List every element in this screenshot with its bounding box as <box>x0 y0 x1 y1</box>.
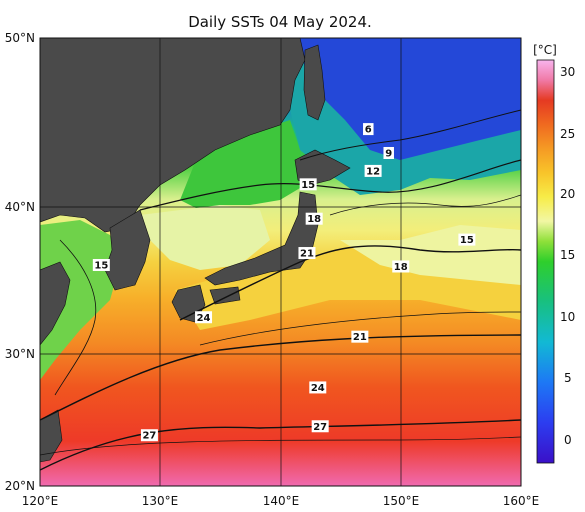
contour-label-text: 9 <box>385 148 392 159</box>
x-tick-label: 160°E <box>503 494 540 508</box>
taiwan <box>40 409 63 463</box>
contour-label: 24 <box>195 311 213 324</box>
shikoku <box>209 286 241 305</box>
contour-label-bg <box>299 178 317 191</box>
contour-label-text: 24 <box>311 383 325 394</box>
japan-sea-water <box>180 120 305 210</box>
contour-label-bg <box>305 212 323 225</box>
contour-label-text: 24 <box>197 313 211 324</box>
colorbar: [°C] 30 25 20 15 10 5 0 <box>533 43 575 464</box>
colorbar-tick: 30 <box>560 65 575 79</box>
okhotsk-cold-water <box>300 38 521 160</box>
contour-label: 9 <box>383 146 394 159</box>
contour-labels: 6 9 12 15 18 21 15 18 15 24 21 24 27 27 <box>92 123 476 442</box>
y-tick-label: 50°N <box>5 31 35 45</box>
contour-label-bg <box>383 146 394 159</box>
contour-label-bg <box>311 420 329 433</box>
contour-label-bg <box>309 381 327 394</box>
contour-label: 12 <box>364 164 382 177</box>
contour-label-text: 18 <box>394 262 408 273</box>
asia-mainland <box>40 38 306 233</box>
x-axis: 120°E 130°E 140°E 150°E 160°E <box>22 494 540 508</box>
japan-sea-pale <box>140 205 270 270</box>
map-title: Daily SSTs 04 May 2024. <box>188 13 372 31</box>
korea-peninsula <box>104 209 151 291</box>
contour-label-bg <box>298 247 316 260</box>
contour-label-text: 15 <box>301 180 315 191</box>
contour-label: 27 <box>311 420 329 433</box>
y-tick-label: 40°N <box>5 200 35 214</box>
contour-label: 18 <box>392 260 410 273</box>
contour-label: 15 <box>92 258 110 271</box>
contour-label-text: 15 <box>94 260 108 271</box>
contour-label-text: 12 <box>366 166 380 177</box>
colorbar-tick: 0 <box>564 433 572 447</box>
contour-label: 6 <box>363 123 374 136</box>
contour-label-text: 18 <box>307 214 321 225</box>
isotherm-lines <box>40 109 521 471</box>
x-tick-label: 130°E <box>142 494 179 508</box>
contour-label-text: 21 <box>353 332 367 343</box>
contour-label-bg <box>140 429 158 442</box>
contour-label: 15 <box>458 233 476 246</box>
contour-label-bg <box>458 233 476 246</box>
contour-label-bg <box>92 258 110 271</box>
contour-label-text: 27 <box>313 422 327 433</box>
x-tick-label: 140°E <box>263 494 300 508</box>
colorbar-tick: 20 <box>560 187 575 201</box>
colorbar-tick: 10 <box>560 310 575 324</box>
contour-label-text: 15 <box>460 235 474 246</box>
honshu <box>204 191 319 286</box>
map-panel: 6 9 12 15 18 21 15 18 15 24 21 24 27 27 <box>40 38 521 486</box>
y-tick-label: 20°N <box>5 479 35 493</box>
x-tick-label: 150°E <box>383 494 420 508</box>
colorbar-tick: 15 <box>560 248 575 262</box>
east-pale-water <box>340 225 521 285</box>
contour-label-bg <box>195 311 213 324</box>
x-tick-label: 120°E <box>22 494 59 508</box>
colorbar-tick: 5 <box>564 371 572 385</box>
contour-label-text: 21 <box>300 249 314 260</box>
y-axis: 50°N 40°N 30°N 20°N <box>5 31 35 493</box>
contour-label-text: 27 <box>142 431 156 442</box>
contour-label-bg <box>392 260 410 273</box>
contour-label-bg <box>364 164 382 177</box>
colorbar-tick: 25 <box>560 127 575 141</box>
contour-label-text: 6 <box>365 125 372 136</box>
contour-label: 21 <box>351 330 369 343</box>
contour-label-bg <box>363 123 374 136</box>
y-tick-label: 30°N <box>5 347 35 361</box>
sakhalin <box>303 44 326 121</box>
colorbar-ramp <box>536 59 555 464</box>
china-coast <box>40 261 71 346</box>
contour-label: 24 <box>309 381 327 394</box>
colorbar-unit: [°C] <box>533 43 557 57</box>
contour-label: 27 <box>140 429 158 442</box>
contour-label: 15 <box>299 178 317 191</box>
map-frame <box>39 37 522 487</box>
contour-label: 18 <box>305 212 323 225</box>
contour-label: 21 <box>298 247 316 260</box>
contour-label-bg <box>351 330 369 343</box>
